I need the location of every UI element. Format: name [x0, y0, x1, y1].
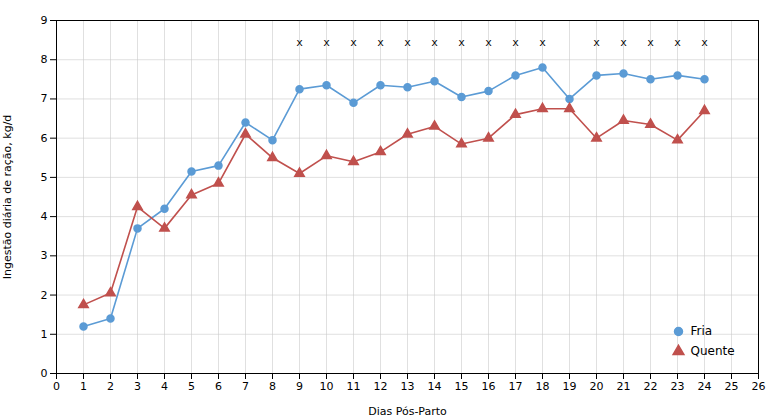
svg-text:21: 21 — [617, 380, 631, 393]
svg-text:6: 6 — [215, 380, 222, 393]
svg-text:Fria: Fria — [691, 324, 713, 338]
svg-text:16: 16 — [482, 380, 496, 393]
svg-text:11: 11 — [347, 380, 361, 393]
svg-text:x: x — [674, 36, 681, 49]
svg-text:15: 15 — [455, 380, 469, 393]
svg-text:3: 3 — [41, 249, 48, 262]
svg-text:3: 3 — [134, 380, 141, 393]
svg-text:19: 19 — [563, 380, 577, 393]
svg-text:2: 2 — [107, 380, 114, 393]
svg-text:7: 7 — [242, 380, 249, 393]
svg-text:9: 9 — [296, 380, 303, 393]
svg-text:14: 14 — [428, 380, 442, 393]
svg-text:25: 25 — [725, 380, 739, 393]
svg-text:x: x — [701, 36, 708, 49]
svg-text:7: 7 — [41, 92, 48, 105]
svg-text:4: 4 — [41, 210, 48, 223]
svg-text:10: 10 — [320, 380, 334, 393]
svg-text:x: x — [377, 36, 384, 49]
svg-text:20: 20 — [590, 380, 604, 393]
svg-text:x: x — [350, 36, 357, 49]
svg-text:5: 5 — [188, 380, 195, 393]
svg-text:23: 23 — [671, 380, 685, 393]
svg-text:22: 22 — [644, 380, 658, 393]
svg-text:x: x — [431, 36, 438, 49]
svg-text:18: 18 — [536, 380, 550, 393]
svg-text:4: 4 — [161, 380, 168, 393]
svg-text:Dias Pós-Parto: Dias Pós-Parto — [368, 405, 447, 417]
svg-text:0: 0 — [41, 367, 48, 380]
svg-text:1: 1 — [41, 328, 48, 341]
svg-text:0: 0 — [53, 380, 60, 393]
svg-text:x: x — [458, 36, 465, 49]
svg-text:x: x — [485, 36, 492, 49]
svg-text:13: 13 — [401, 380, 415, 393]
svg-text:24: 24 — [698, 380, 712, 393]
svg-text:x: x — [647, 36, 654, 49]
svg-text:12: 12 — [374, 380, 388, 393]
svg-text:Quente: Quente — [691, 344, 735, 358]
svg-text:x: x — [512, 36, 519, 49]
svg-text:5: 5 — [41, 171, 48, 184]
svg-text:x: x — [539, 36, 546, 49]
svg-text:6: 6 — [41, 132, 48, 145]
svg-text:x: x — [620, 36, 627, 49]
svg-text:8: 8 — [41, 53, 48, 66]
svg-text:x: x — [593, 36, 600, 49]
svg-text:26: 26 — [752, 380, 766, 393]
svg-text:2: 2 — [41, 289, 48, 302]
svg-text:17: 17 — [509, 380, 523, 393]
svg-text:Ingestão diária de ração, kg/d: Ingestão diária de ração, kg/d — [1, 115, 14, 280]
svg-text:x: x — [296, 36, 303, 49]
svg-text:1: 1 — [80, 380, 87, 393]
svg-text:8: 8 — [269, 380, 276, 393]
svg-text:x: x — [323, 36, 330, 49]
svg-text:x: x — [404, 36, 411, 49]
svg-text:9: 9 — [41, 14, 48, 27]
